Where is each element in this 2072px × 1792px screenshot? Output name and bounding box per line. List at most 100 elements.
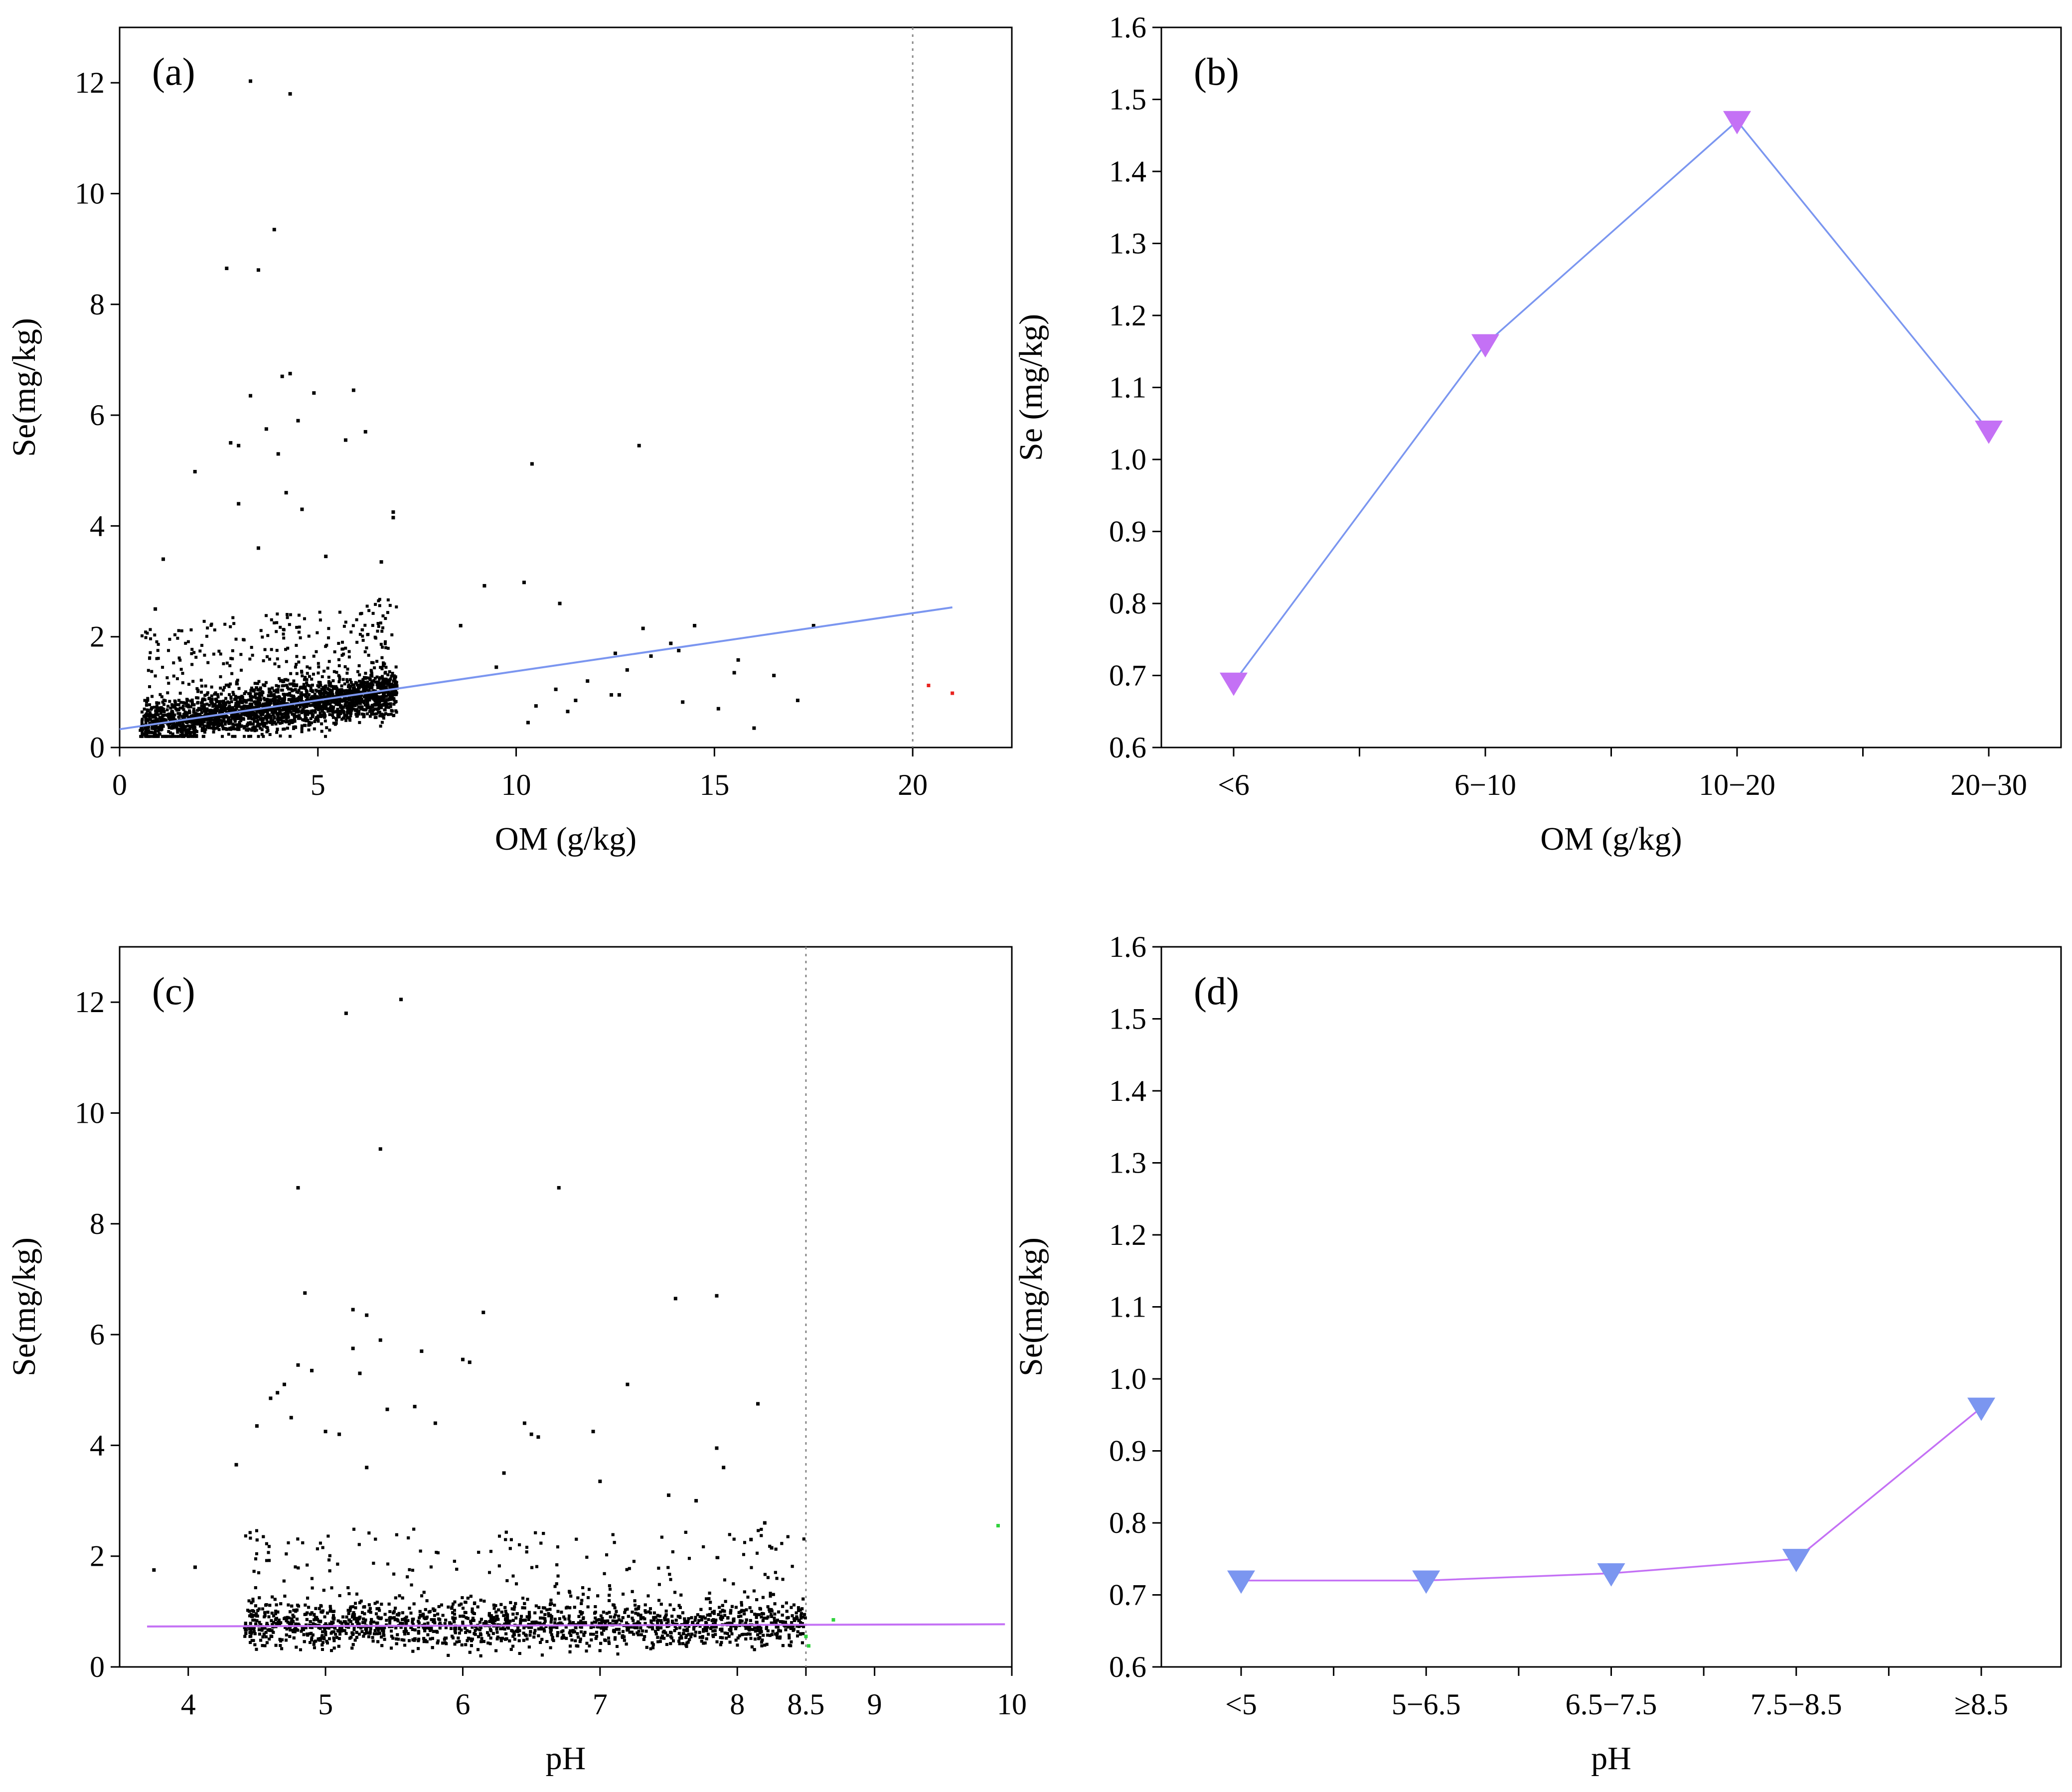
sample-point xyxy=(269,692,273,695)
sample-point xyxy=(362,708,366,712)
sample-point xyxy=(230,715,233,718)
sample-point xyxy=(170,735,173,738)
sample-point xyxy=(368,677,371,680)
sample-point xyxy=(285,693,289,696)
y-tick-label: 6 xyxy=(90,1318,105,1351)
sample-point xyxy=(234,702,238,705)
sample-point xyxy=(144,630,148,634)
sample-point xyxy=(768,1634,772,1637)
sample-point xyxy=(249,697,252,701)
sample-point xyxy=(343,665,347,668)
sample-point xyxy=(258,692,261,696)
sample-point xyxy=(394,680,397,683)
sample-point xyxy=(175,703,178,707)
sample-point xyxy=(518,1629,521,1633)
sample-point xyxy=(226,728,230,731)
sample-point xyxy=(269,714,272,718)
sample-point xyxy=(196,689,200,692)
sample-point xyxy=(303,711,307,715)
sample-point xyxy=(411,1628,414,1632)
sample-point xyxy=(569,1644,572,1648)
sample-point xyxy=(216,717,220,721)
y-tick-label: 0 xyxy=(90,731,105,764)
sample-point xyxy=(705,1629,708,1633)
sample-point xyxy=(237,714,240,718)
sample-point xyxy=(234,637,238,641)
sample-point xyxy=(284,720,288,724)
sample-point xyxy=(180,733,184,737)
sample-point xyxy=(411,1569,415,1572)
sample-point xyxy=(492,1607,496,1610)
sample-point xyxy=(273,662,277,666)
sample-point xyxy=(177,629,180,632)
sample-point xyxy=(283,695,286,699)
sample-point xyxy=(196,722,200,725)
sample-point xyxy=(338,711,341,715)
sample-point xyxy=(217,728,221,732)
sample-point xyxy=(512,1608,516,1611)
sample-point xyxy=(250,706,253,710)
sample-point xyxy=(234,704,237,708)
sample-point xyxy=(317,720,320,723)
y-tick-label: 2 xyxy=(90,1540,105,1573)
sample-point xyxy=(553,1618,557,1621)
x-tick-label: 15 xyxy=(699,768,729,801)
sample-point xyxy=(244,699,248,702)
sample-point xyxy=(255,686,258,690)
sample-point xyxy=(237,696,240,699)
sample-point xyxy=(244,690,247,694)
sample-point xyxy=(511,1644,515,1648)
outlier-point xyxy=(613,651,617,655)
sample-point xyxy=(775,1577,779,1580)
sample-point xyxy=(374,716,378,719)
sample-point xyxy=(368,696,371,700)
sample-point xyxy=(355,640,359,644)
sample-point xyxy=(281,712,285,716)
sample-point xyxy=(249,723,253,726)
sample-point xyxy=(249,735,253,738)
sample-point xyxy=(184,714,188,717)
sample-point xyxy=(243,735,246,738)
sample-point xyxy=(349,630,353,634)
outlier-point xyxy=(161,557,165,561)
sample-point xyxy=(320,730,323,733)
sample-point xyxy=(172,721,175,724)
sample-point xyxy=(276,718,279,721)
sample-point xyxy=(203,698,207,702)
sample-point xyxy=(337,658,340,661)
sample-point xyxy=(342,710,345,713)
sample-point xyxy=(173,633,176,636)
sample-point xyxy=(148,685,152,688)
sample-point xyxy=(258,723,261,726)
sample-point xyxy=(345,671,349,675)
sample-point xyxy=(348,710,351,713)
sample-point xyxy=(148,721,152,725)
sample-point xyxy=(328,708,331,711)
sample-point xyxy=(190,701,194,705)
sample-point xyxy=(377,706,381,709)
sample-point xyxy=(288,735,292,738)
sample-point xyxy=(348,678,352,681)
sample-point xyxy=(272,1621,275,1624)
sample-point xyxy=(218,709,222,712)
outlier-point xyxy=(280,374,284,378)
sample-point xyxy=(233,713,237,717)
sample-point xyxy=(191,680,195,683)
sample-point xyxy=(317,708,320,711)
sample-point xyxy=(317,671,320,675)
sample-point xyxy=(364,698,367,701)
sample-point xyxy=(254,706,257,710)
sample-point xyxy=(503,1606,507,1609)
sample-point xyxy=(617,1618,621,1622)
sample-point xyxy=(340,693,343,696)
sample-point xyxy=(366,632,370,636)
sample-point xyxy=(384,701,388,704)
sample-point xyxy=(278,677,281,680)
sample-point xyxy=(222,719,226,723)
y-tick-label: 12 xyxy=(75,986,105,1019)
sample-point xyxy=(177,735,180,738)
sample-point xyxy=(169,719,172,722)
sample-point xyxy=(255,716,258,720)
sample-point xyxy=(195,730,198,734)
sample-point xyxy=(386,682,390,686)
